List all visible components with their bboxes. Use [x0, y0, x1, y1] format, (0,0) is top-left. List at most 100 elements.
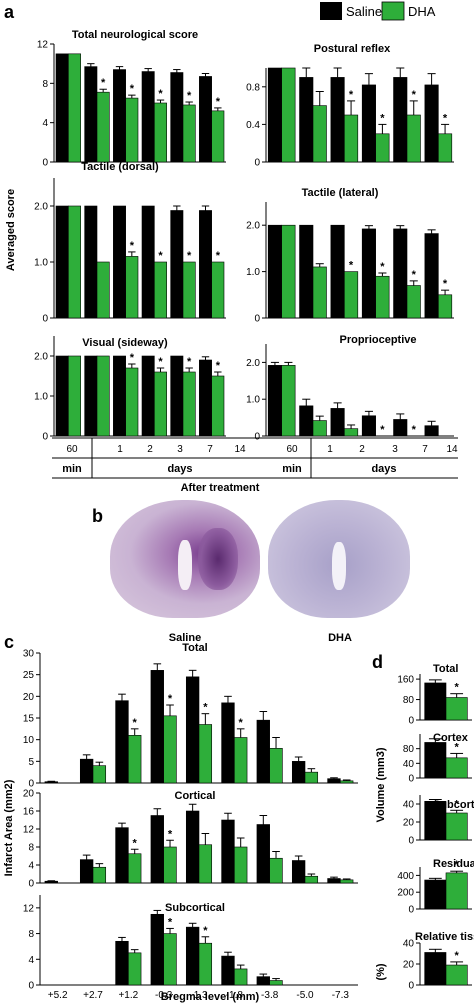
bar-saline: [199, 210, 212, 319]
brain-label-saline: Saline: [168, 632, 202, 644]
bar-saline: [424, 425, 439, 437]
y-tick-label: 0.8: [246, 82, 260, 93]
y-tick-label: 0: [254, 432, 260, 443]
bar-dha: [154, 261, 167, 319]
y-tick-label: 2.0: [34, 352, 48, 363]
bar-saline: [330, 408, 345, 437]
a-x-tick-label: 3: [392, 444, 398, 455]
bar-saline: [185, 810, 200, 884]
bar-saline: [393, 77, 408, 163]
bar-dha: [234, 968, 248, 986]
bar-saline: [44, 880, 58, 884]
significance-star: *: [130, 240, 135, 252]
bar-saline: [150, 815, 164, 884]
bar-saline: [55, 355, 69, 437]
bar-saline: [79, 859, 94, 884]
significance-star: *: [443, 278, 448, 290]
panel-label-d: d: [372, 652, 383, 672]
chart-title: Subcortical: [165, 902, 225, 914]
significance-star: *: [168, 916, 173, 928]
y-tick-label: 20: [403, 960, 415, 971]
bar-dha: [154, 102, 167, 163]
y-tick-label: 8: [42, 79, 48, 90]
bar-dha: [182, 104, 196, 163]
bar-dha: [68, 53, 81, 163]
bar-saline: [221, 955, 235, 986]
bar-saline: [185, 676, 200, 784]
bar-dha: [68, 205, 81, 319]
bar-saline: [221, 819, 235, 884]
y-tick-label: 12: [37, 40, 49, 51]
chart-title: Relative tissue loss: [415, 931, 474, 943]
significance-star: *: [168, 828, 173, 840]
bar-dha: [128, 952, 142, 986]
chart-title: Visual (sideway): [82, 337, 168, 349]
a-unit-min: min: [62, 463, 82, 475]
bar-saline: [44, 781, 58, 784]
bar-dha: [96, 355, 110, 437]
bar-dha: [344, 271, 359, 319]
bar-dha: [234, 846, 248, 884]
bar-dha: [445, 697, 468, 721]
significance-star: *: [443, 112, 448, 124]
legend-label-saline: Saline: [346, 4, 382, 19]
significance-star: *: [133, 837, 138, 849]
bar-saline: [113, 69, 126, 163]
bar-dha: [128, 735, 142, 784]
significance-star: *: [130, 352, 135, 364]
bar-dha: [211, 110, 225, 163]
bar-dha: [234, 737, 248, 784]
bar-saline: [299, 224, 314, 319]
chart-10: Cortex 0 40 80 *: [403, 732, 472, 785]
bar-dha: [125, 367, 139, 437]
bar-dha: [445, 812, 468, 841]
y-tick-label: 2.0: [34, 202, 48, 213]
bar-saline: [113, 205, 126, 319]
bar-dha: [96, 91, 110, 163]
bar-dha: [96, 261, 110, 319]
significance-star: *: [455, 682, 460, 694]
chart-title: Postural reflex: [314, 43, 391, 55]
a-x-tick-label: 60: [66, 444, 78, 455]
bar-dha: [340, 780, 354, 784]
a-x-tick-label: 60: [286, 444, 298, 455]
y-tick-label: 12: [23, 903, 35, 914]
chart-3: Tactile (lateral) 0 1.0 2.0 * * * *: [246, 187, 454, 325]
significance-star: *: [349, 260, 354, 272]
y-tick-label: 0: [254, 158, 260, 169]
y-tick-label: 25: [23, 670, 35, 681]
significance-star: *: [380, 112, 385, 124]
bar-dha: [375, 275, 390, 319]
y-tick-label: 20: [23, 789, 35, 800]
significance-star: *: [187, 356, 192, 368]
panel-d-ylabel: Volume (mm3): [375, 747, 387, 822]
bar-dha: [163, 846, 177, 884]
significance-star: *: [101, 77, 106, 89]
bar-saline: [291, 860, 306, 884]
bar-dha: [304, 875, 319, 884]
bar-saline: [199, 359, 212, 437]
significance-star: *: [158, 88, 163, 100]
y-tick-label: 20: [403, 818, 415, 829]
bar-dha: [445, 757, 468, 779]
bar-saline: [267, 365, 282, 437]
significance-star: *: [239, 717, 244, 729]
a-x-tick-label: 1: [117, 444, 123, 455]
y-tick-label: 0.4: [246, 120, 260, 131]
bar-dha: [269, 748, 283, 784]
y-tick-label: 80: [403, 695, 415, 706]
panel-c-xlabel: Bregma level (mm): [161, 991, 260, 1003]
bar-saline: [115, 700, 129, 784]
bar-saline: [199, 76, 212, 163]
y-tick-label: 40: [403, 800, 415, 811]
brain-lesion: [198, 528, 238, 590]
y-tick-label: 0: [408, 905, 414, 916]
bar-saline: [115, 940, 129, 986]
bar-dha: [198, 844, 213, 884]
y-tick-label: 8: [28, 929, 34, 940]
x-tick-label: +5.2: [48, 990, 68, 1001]
x-tick-label: -5.0: [296, 990, 314, 1001]
significance-star: *: [216, 250, 221, 262]
legend-label-dha: DHA: [408, 4, 436, 19]
y-tick-label: 0: [28, 981, 34, 992]
